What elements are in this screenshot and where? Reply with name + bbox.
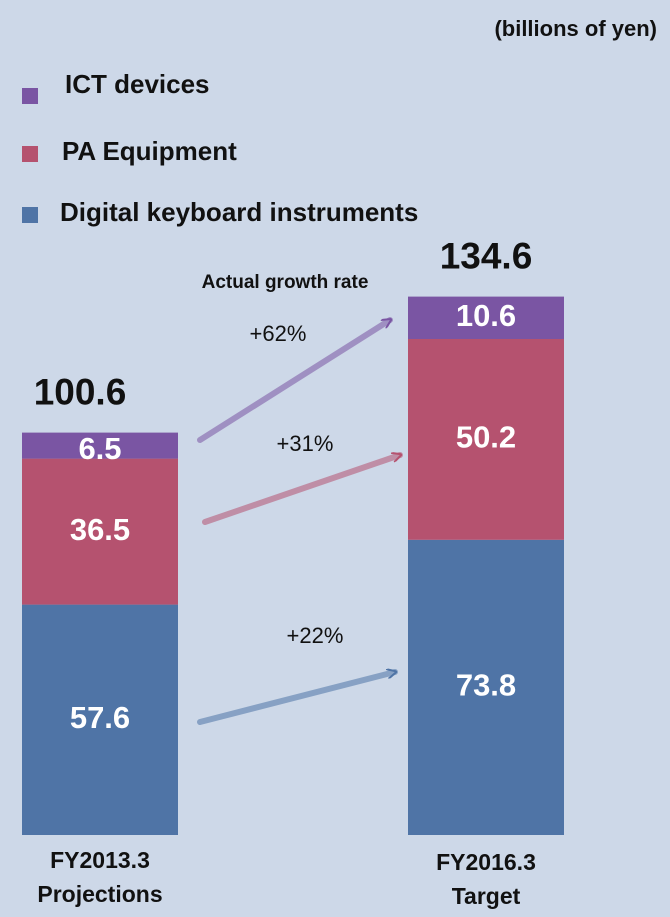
bar-segment (408, 339, 564, 540)
annotation: Actual growth rate (202, 272, 369, 293)
legend-swatch (22, 146, 38, 162)
legend-swatch (22, 207, 38, 223)
bar-segment (22, 604, 178, 835)
value-label: 73.8 (456, 668, 516, 703)
bar-segment (22, 432, 178, 459)
bar-segment (22, 458, 178, 605)
legend-label: Digital keyboard instruments (60, 197, 418, 227)
value-label: 50.2 (456, 420, 516, 455)
value-label: 6.5 (78, 431, 121, 466)
legend-label: ICT devices (65, 69, 210, 99)
value-label: 57.6 (70, 700, 130, 735)
growth-label: +31% (277, 431, 334, 456)
growth-arrow (197, 317, 390, 443)
growth-arrow (197, 672, 395, 725)
bar-segment (408, 296, 564, 339)
category-label: FY2016.3 Target (436, 849, 536, 909)
total-label: 134.6 (440, 235, 533, 276)
value-label: 36.5 (70, 512, 130, 547)
growth-arrow (202, 455, 400, 525)
growth-label: +22% (287, 623, 344, 648)
legend-label: PA Equipment (62, 136, 237, 166)
total-label: 100.6 (34, 371, 127, 412)
value-label: 10.6 (456, 298, 516, 333)
legend-swatch (22, 88, 38, 104)
unit-label: (billions of yen) (494, 16, 657, 41)
bar-segment (408, 539, 564, 835)
growth-label: +62% (250, 321, 307, 346)
category-label: FY2013.3 Projections (37, 847, 163, 907)
